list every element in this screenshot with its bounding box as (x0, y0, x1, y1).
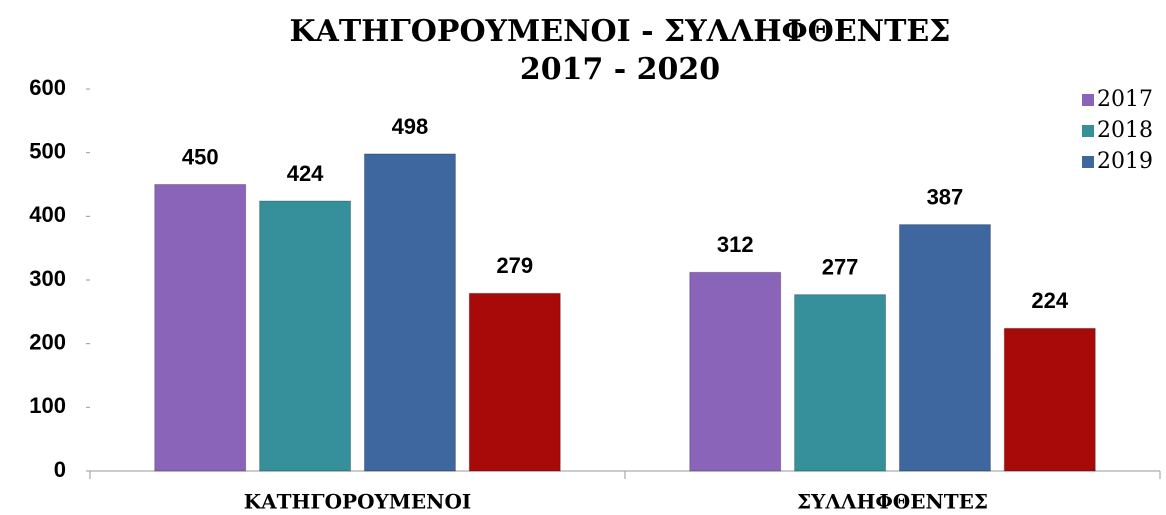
y-tick-label: 100 (29, 393, 66, 418)
bar (468, 292, 561, 472)
bar (363, 153, 456, 472)
legend-label: 2018 (1097, 118, 1153, 143)
data-label: 450 (182, 144, 219, 169)
data-label: 387 (927, 184, 964, 209)
x-tick-label: ΚΑΤΗΓΟΡΟΥΜΕΝΟΙ (244, 490, 471, 514)
data-label: 277 (822, 254, 859, 279)
chart-title: 2017 - 2020 (520, 52, 720, 87)
data-label: 224 (1031, 288, 1068, 313)
data-label: 312 (717, 232, 754, 257)
y-tick-label: 0 (54, 457, 66, 482)
bar (259, 200, 352, 472)
data-label: 279 (496, 253, 533, 278)
bar (154, 184, 247, 472)
y-tick-label: 300 (29, 266, 66, 291)
bar (689, 271, 782, 472)
bar (794, 294, 887, 472)
legend-label: 2019 (1097, 149, 1153, 174)
legend-swatch (1082, 94, 1094, 106)
data-label: 424 (287, 161, 324, 186)
legend-label: 2017 (1097, 87, 1153, 112)
legend-swatch (1082, 156, 1094, 168)
y-tick-label: 600 (29, 75, 66, 100)
y-tick-label: 500 (29, 138, 66, 163)
y-tick-label: 400 (29, 202, 66, 227)
y-tick-label: 200 (29, 329, 66, 354)
data-label: 498 (392, 114, 429, 139)
x-tick-label: ΣΥΛΛΗΦΘΕΝΤΕΣ (797, 490, 988, 514)
chart-title: ΚΑΤΗΓΟΡΟΥΜΕΝΟΙ - ΣΥΛΛΗΦΘΕΝΤΕΣ (289, 14, 950, 49)
bar (1003, 327, 1096, 472)
legend-swatch (1082, 125, 1094, 137)
bar (898, 224, 991, 472)
